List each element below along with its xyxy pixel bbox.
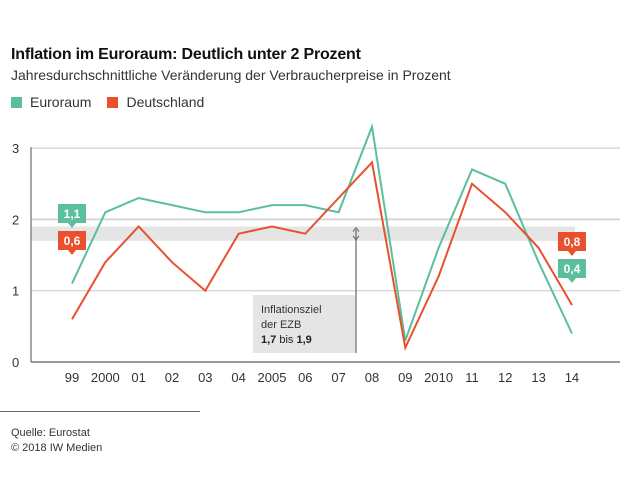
- x-tick-label: 2000: [91, 370, 120, 385]
- legend: Euroraum Deutschland: [11, 94, 220, 110]
- chart-subtitle: Jahresdurchschnittliche Veränderung der …: [11, 67, 451, 83]
- legend-label-deutschland: Deutschland: [126, 94, 205, 110]
- callout-euroraum-end: 0,4: [557, 259, 586, 283]
- x-tick-label: 99: [65, 370, 79, 385]
- callout-deutschland-start-shape: [58, 231, 86, 255]
- x-tick-label: 12: [498, 370, 512, 385]
- x-tick-label: 06: [298, 370, 312, 385]
- x-tick-label: 08: [365, 370, 379, 385]
- callout-euroraum-start-text: 1,1: [64, 207, 81, 221]
- series-line-deutschland: [71, 160, 573, 351]
- footer-divider: [0, 411, 200, 412]
- x-tick-label: 11: [465, 370, 479, 385]
- x-tick-label: 14: [565, 370, 579, 385]
- x-tick-label: 07: [331, 370, 345, 385]
- callout-deutschland-end-text: 0,8: [564, 235, 581, 249]
- callout-deutschland-start-text: 0,6: [64, 234, 81, 248]
- callout-deutschland-end: 0,8: [557, 232, 586, 256]
- callout-deutschland-start: 0,6: [58, 231, 86, 255]
- x-tick-label: 01: [131, 370, 145, 385]
- source-text: Quelle: Eurostat: [11, 427, 90, 439]
- x-tick-label: 02: [165, 370, 179, 385]
- annotation-line1: Inflationsziel: [261, 304, 322, 316]
- legend-item-euroraum: Euroraum: [11, 94, 91, 110]
- callout-euroraum-end-text: 0,4: [564, 262, 581, 276]
- legend-label-euroraum: Euroraum: [30, 94, 92, 110]
- annotation-line3: 1,7 bis 1,9: [261, 334, 312, 346]
- legend-swatch-deutschland: [107, 96, 119, 108]
- callout-euroraum-start-shape: [58, 204, 86, 228]
- double-arrow-icon: [352, 226, 360, 241]
- copyright-text: © 2018 IW Medien: [11, 442, 103, 454]
- y-tick-label: 2: [12, 212, 19, 227]
- annotation-line2: der EZB: [261, 319, 301, 331]
- y-tick-label: 1: [12, 284, 19, 299]
- y-tick-label: 0: [12, 355, 19, 370]
- x-tick-label: 13: [531, 370, 545, 385]
- legend-item-deutschland: Deutschland: [107, 94, 204, 110]
- series-line-euroraum: [71, 122, 573, 341]
- callout-deutschland-end-shape: [557, 232, 586, 256]
- annotation-box: [253, 295, 355, 353]
- legend-swatch-euroraum: [11, 96, 22, 108]
- x-tick-label: 09: [398, 370, 412, 385]
- y-tick-label: 3: [12, 141, 19, 156]
- chart-title: Inflation im Euroraum: Deutlich unter 2 …: [11, 46, 361, 63]
- x-tick-label: 03: [198, 370, 212, 385]
- callout-euroraum-end-shape: [557, 259, 586, 283]
- source-note: Quelle: Eurostat © 2018 IW Medien: [11, 426, 102, 456]
- x-tick-label: 2010: [424, 370, 453, 385]
- callout-euroraum-start: 1,1: [58, 204, 86, 228]
- x-tick-label: 2005: [258, 370, 287, 385]
- x-tick-label: 04: [231, 370, 245, 385]
